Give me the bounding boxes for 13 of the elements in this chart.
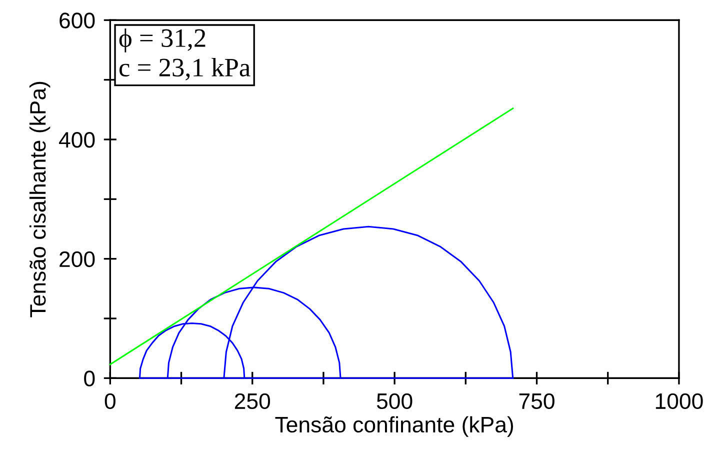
y-tick-label: 400 [59, 132, 95, 148]
x-tick-label: 1000 [656, 393, 703, 410]
y-tick-label: 200 [60, 251, 95, 268]
x-axis-title: Tensão confinante (kPa) [275, 416, 514, 437]
y-tick-label: 0 [84, 370, 95, 386]
annotation: ϕ = 31,2 [119, 28, 206, 52]
x-tick-label: 750 [519, 393, 554, 410]
x-tick-label: 500 [376, 393, 412, 410]
x-tick-label: 250 [234, 393, 270, 410]
annotation: c = 23,1 kPa [120, 58, 250, 80]
y-axis-title: Tensão cisalhante (kPa) [29, 82, 50, 318]
x-tick-label: 0 [104, 393, 116, 410]
y-tick-label: 600 [60, 12, 95, 28]
